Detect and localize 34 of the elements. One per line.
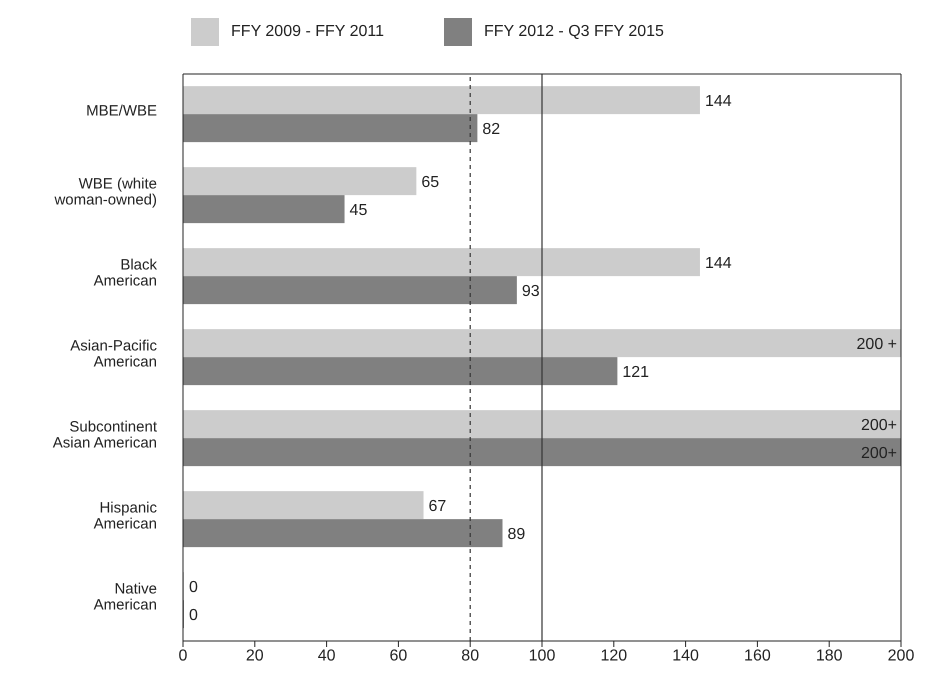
legend-label: FFY 2012 - Q3 FFY 2015	[484, 23, 664, 40]
y-tick-label: Asian-Pacific American	[70, 338, 158, 370]
x-tick-label: 60	[390, 647, 408, 664]
y-tick-label: Black American	[94, 256, 158, 290]
y-tick-label: WBE (white woman-owned)	[53, 176, 158, 208]
x-tick-label: 80	[461, 647, 480, 664]
data-label: 200 +	[856, 336, 897, 354]
data-label: 200+	[860, 445, 897, 462]
data-label: 144	[704, 255, 732, 272]
y-tick-label: Hispanic American	[94, 500, 158, 532]
x-tick-label: 20	[246, 647, 264, 664]
x-tick-label: 40	[318, 647, 336, 664]
y-tick-label: Native American	[94, 580, 157, 614]
data-label: 121	[622, 364, 650, 382]
data-label: 200+	[860, 417, 897, 434]
y-tick-label: Subcontinent Asian American	[52, 418, 158, 452]
data-label: 45	[350, 202, 368, 220]
data-label: 82	[482, 121, 500, 138]
data-label: 89	[508, 526, 526, 544]
data-label: 0	[189, 579, 198, 596]
x-tick-label: 100	[528, 647, 556, 664]
x-tick-label: 120	[600, 647, 628, 664]
data-label: 67	[428, 498, 446, 516]
x-tick-label: 0	[178, 647, 188, 664]
data-label: 0	[189, 607, 198, 624]
x-tick-label: 200	[888, 647, 914, 664]
x-tick-label: 160	[744, 647, 771, 664]
legend-label: FFY 2009 - FFY 2011	[231, 23, 384, 40]
y-tick-label: MBE/WBE	[86, 102, 157, 120]
data-label: 93	[522, 283, 540, 300]
data-label: 144	[704, 93, 732, 110]
x-tick-label: 140	[672, 647, 700, 664]
x-tick-label: 180	[816, 647, 843, 664]
data-label: 65	[421, 174, 440, 192]
